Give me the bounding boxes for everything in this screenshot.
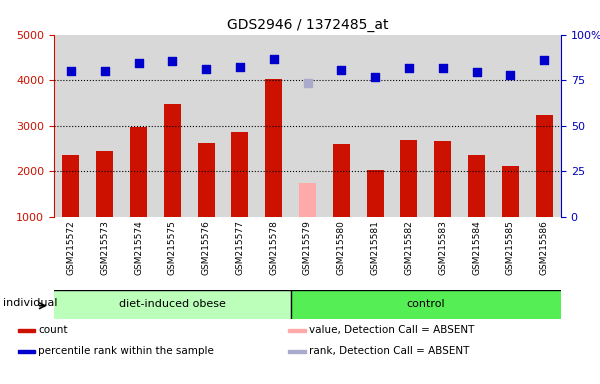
Point [472,69,481,75]
Text: diet-induced obese: diet-induced obese [119,299,226,310]
Point [539,57,549,63]
Bar [54,35,88,217]
Bar [325,35,358,217]
Text: count: count [38,326,67,336]
Bar [265,79,282,217]
Text: GSM215572: GSM215572 [67,220,76,275]
Point [202,66,211,72]
Bar [290,35,325,217]
Point [370,73,380,79]
Text: GSM215583: GSM215583 [438,220,447,275]
Bar [130,127,147,217]
Bar [18,329,35,332]
Title: GDS2946 / 1372485_at: GDS2946 / 1372485_at [227,18,388,32]
Bar [18,350,35,353]
Point [438,65,448,71]
Bar [289,350,306,353]
Bar [164,104,181,217]
Text: percentile rank within the sample: percentile rank within the sample [38,346,214,356]
Bar [122,35,155,217]
Point [235,65,245,71]
Point [404,65,414,71]
Text: GSM215574: GSM215574 [134,220,143,275]
Bar [289,329,306,332]
Bar [367,170,383,217]
Text: GSM215573: GSM215573 [100,220,109,275]
Point [269,56,278,62]
Bar [468,156,485,217]
Bar [62,156,79,217]
Text: individual: individual [3,298,57,308]
Text: rank, Detection Call = ABSENT: rank, Detection Call = ABSENT [308,346,469,356]
Bar [358,35,392,217]
Point [505,72,515,78]
Text: GSM215586: GSM215586 [539,220,548,275]
Bar [88,35,122,217]
Point [167,58,177,64]
Bar [197,143,215,217]
Text: GSM215576: GSM215576 [202,220,211,275]
Point [100,68,110,74]
Text: GSM215584: GSM215584 [472,220,481,275]
Bar [392,35,426,217]
Text: GSM215585: GSM215585 [506,220,515,275]
Point [303,80,313,86]
Bar [54,290,290,319]
Bar [333,144,350,217]
Text: GSM215578: GSM215578 [269,220,278,275]
Bar [223,35,257,217]
Bar [460,35,493,217]
Point [66,68,76,74]
Text: GSM215581: GSM215581 [371,220,380,275]
Bar [290,290,561,319]
Text: GSM215580: GSM215580 [337,220,346,275]
Bar [155,35,189,217]
Bar [536,115,553,217]
Point [134,60,143,66]
Bar [400,141,418,217]
Bar [527,35,561,217]
Bar [257,35,290,217]
Point [337,66,346,73]
Bar [232,132,248,217]
Bar [189,35,223,217]
Text: GSM215579: GSM215579 [303,220,312,275]
Bar [299,183,316,217]
Text: control: control [406,299,445,310]
Bar [502,166,519,217]
Bar [434,141,451,217]
Text: value, Detection Call = ABSENT: value, Detection Call = ABSENT [308,326,474,336]
Text: GSM215577: GSM215577 [235,220,244,275]
Text: GSM215575: GSM215575 [168,220,177,275]
Bar [96,151,113,217]
Text: GSM215582: GSM215582 [404,220,413,275]
Bar [426,35,460,217]
Bar [493,35,527,217]
